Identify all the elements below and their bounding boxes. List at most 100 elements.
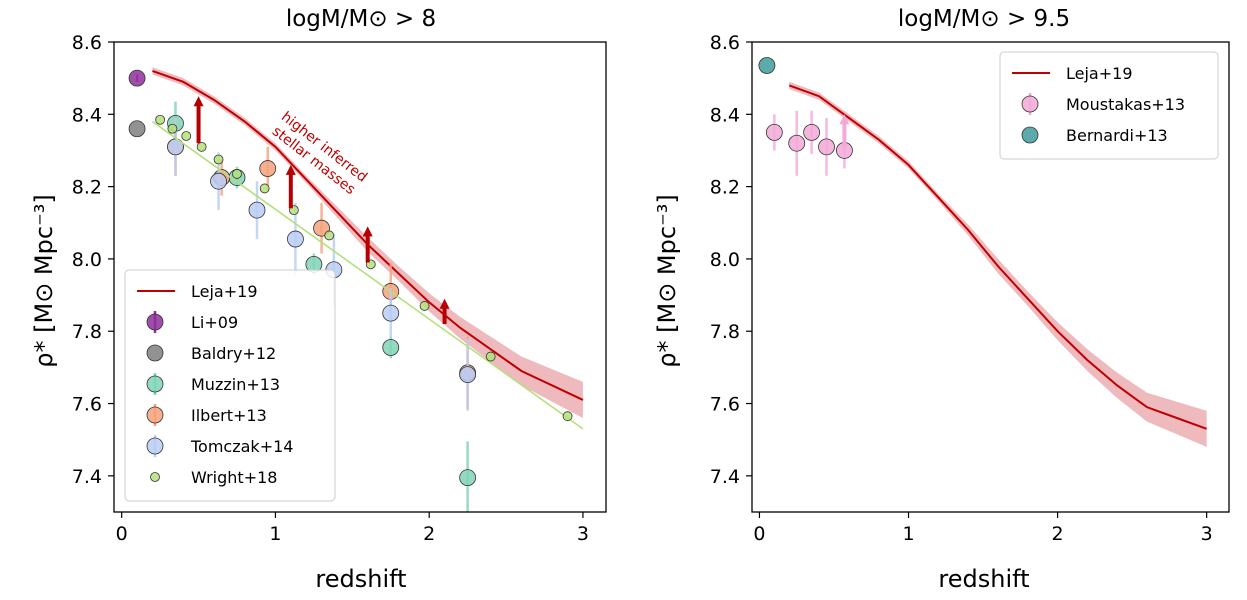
y-tick-label: 8.4 — [710, 104, 740, 126]
legend-label-ilbert-13: Ilbert+13 — [191, 406, 267, 425]
axes-frame — [751, 41, 1230, 513]
point-wright-18-12 — [562, 411, 573, 422]
panel-right: logM/M⊙ > 9.5 redshift ρ* [M⊙ Mpc⁻³] 0 1 2… — [653, 6, 1230, 593]
legend-swatch-ilbert-13 — [146, 406, 164, 424]
y-tick-label: 7.4 — [72, 466, 102, 488]
point-wright-18-5 — [232, 169, 242, 179]
y-tick-label: 7.6 — [710, 394, 740, 416]
legend-label-tomczak-14: Tomczak+14 — [190, 437, 293, 456]
x-tick-label: 2 — [1052, 523, 1064, 545]
lower-limit-arrow-2-head — [362, 226, 373, 237]
point-moustakas-13-3 — [818, 138, 835, 156]
lower-limit-arrow-3-head — [439, 298, 450, 309]
legend-swatch-muzzin-13 — [146, 375, 164, 393]
series-moustakas-13 — [765, 110, 853, 176]
point-wright-18-1 — [167, 123, 178, 134]
series-li-09 — [128, 69, 146, 87]
y-tick-label: 8.4 — [72, 104, 102, 126]
legend-swatch-wright-18 — [150, 472, 160, 482]
legend-left: Leja+19 Li+09 Baldry+12 Muzzin+13 Ilbert+13 T… — [124, 269, 336, 502]
point-tomczak-14-2 — [248, 201, 266, 219]
leja-band — [789, 81, 1207, 447]
y-axis-label-right: ρ* [M⊙ Mpc⁻³] — [653, 194, 681, 367]
point-moustakas-13-2 — [803, 123, 821, 141]
point-wright-18-11 — [485, 351, 496, 362]
series-tomczak-14 — [167, 117, 477, 411]
point-wright-18-0 — [155, 114, 166, 125]
x-tick-label: 1 — [269, 523, 281, 545]
point-wright-18-4 — [213, 154, 224, 165]
y-tick-label: 8.2 — [72, 177, 102, 199]
chart-title-right: logM/M⊙ > 9.5 — [898, 6, 1070, 32]
plot-area-right: 0 1 2 3 7.4 7.6 7.8 8.0 8.2 8.4 8.6 — [710, 32, 1230, 545]
x-tick-label: 0 — [116, 523, 128, 545]
point-muzzin-13-3 — [382, 339, 400, 356]
y-axis-label-left: ρ* [M⊙ Mpc⁻³] — [30, 194, 58, 367]
x-tick-label: 1 — [902, 523, 914, 545]
x-tick-label: 3 — [1201, 523, 1213, 545]
legend-swatch-tomczak-14 — [146, 437, 164, 455]
point-tomczak-14-1 — [210, 172, 227, 190]
legend-box — [999, 51, 1219, 160]
plot-content — [128, 67, 584, 512]
series-baldry-12 — [128, 120, 146, 138]
legend-label-muzzin-13: Muzzin+13 — [191, 375, 280, 394]
point-muzzin-13-4 — [459, 469, 477, 487]
x-tick-label: 0 — [753, 523, 765, 545]
point-moustakas-13-1 — [788, 134, 806, 152]
legend-swatch-moustakas-13 — [1021, 95, 1039, 113]
legend-label-wright-18: Wright+18 — [191, 468, 277, 487]
plot-content — [758, 57, 1207, 447]
panel-left: logM/M⊙ > 8 redshift ρ* [M⊙ Mpc⁻³] 0 1 2 3 7… — [30, 6, 607, 593]
axes-frame — [113, 41, 607, 513]
point-li-09-0 — [128, 69, 146, 87]
y-tick-label: 7.8 — [72, 321, 102, 343]
series-arrows — [193, 96, 450, 324]
legend-label-bernardi-13: Bernardi+13 — [1066, 126, 1168, 145]
leja-line — [788, 84, 1207, 430]
y-tick-label: 8.2 — [710, 177, 740, 199]
point-moustakas-13-0 — [765, 123, 783, 141]
point-ilbert-13-3 — [313, 219, 330, 237]
y-tick-label: 8.6 — [710, 32, 740, 54]
x-tick-label: 3 — [577, 523, 589, 545]
legend-swatch-li-09 — [146, 313, 164, 331]
x-tick-label: 2 — [423, 523, 435, 545]
y-tick-label: 7.8 — [710, 321, 740, 343]
point-tomczak-14-5 — [382, 304, 400, 322]
series-leja-19 — [788, 81, 1207, 447]
point-tomczak-14-3 — [287, 230, 304, 248]
legend-label-leja-19: Leja+19 — [1066, 64, 1133, 83]
legend-label-moustakas-13: Moustakas+13 — [1066, 95, 1185, 114]
point-ilbert-13-2 — [259, 160, 277, 177]
point-wright-18-3 — [196, 141, 207, 152]
series-bernardi-13 — [758, 57, 776, 74]
legend-label-leja-19: Leja+19 — [191, 282, 258, 301]
point-wright-18-2 — [181, 131, 192, 141]
legend-swatch-bernardi-13 — [1021, 126, 1039, 144]
point-wright-18-10 — [419, 301, 430, 311]
point-wright-18-8 — [324, 230, 335, 241]
legend-label-li-09: Li+09 — [191, 313, 238, 332]
y-tick-label: 8.0 — [72, 249, 102, 271]
lower-limit-arrow-0-head — [839, 114, 850, 125]
lower-limit-arrow-1-head — [285, 164, 296, 175]
point-wright-18-6 — [259, 183, 270, 194]
lower-limit-arrow-0-head — [193, 96, 204, 107]
point-baldry-12-0 — [128, 120, 146, 138]
y-tick-label: 8.6 — [72, 32, 102, 54]
x-axis-label-right: redshift — [938, 565, 1029, 593]
point-tomczak-14-6 — [459, 366, 477, 384]
y-tick-label: 7.4 — [710, 466, 740, 488]
legend-box — [124, 269, 336, 502]
x-axis-label-left: redshift — [315, 565, 406, 593]
point-bernardi-13-0 — [758, 57, 776, 74]
wright-fit-line — [151, 120, 584, 430]
legend-label-baldry-12: Baldry+12 — [191, 344, 276, 363]
series-arrows — [839, 114, 850, 147]
chart-title-left: logM/M⊙ > 8 — [286, 6, 436, 32]
y-tick-label: 7.6 — [72, 394, 102, 416]
legend-right: Leja+19 Moustakas+13 Bernardi+13 — [999, 51, 1219, 160]
legend-swatch-baldry-12 — [146, 344, 164, 362]
